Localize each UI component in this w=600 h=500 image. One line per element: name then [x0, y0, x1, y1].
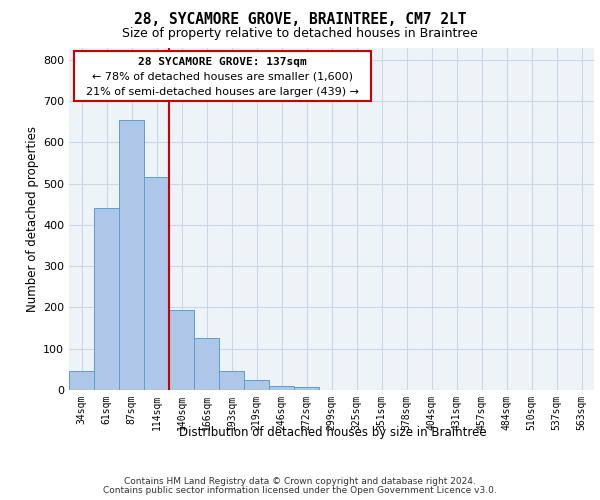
- Text: 28 SYCAMORE GROVE: 137sqm: 28 SYCAMORE GROVE: 137sqm: [138, 56, 307, 66]
- Text: Contains HM Land Registry data © Crown copyright and database right 2024.: Contains HM Land Registry data © Crown c…: [124, 477, 476, 486]
- Bar: [94, 208, 119, 390]
- Y-axis label: Number of detached properties: Number of detached properties: [26, 126, 39, 312]
- Text: 21% of semi-detached houses are larger (439) →: 21% of semi-detached houses are larger (…: [86, 87, 359, 97]
- Bar: [219, 370, 244, 390]
- Text: ← 78% of detached houses are smaller (1,600): ← 78% of detached houses are smaller (1,…: [92, 72, 353, 82]
- Bar: [194, 338, 219, 390]
- Bar: [144, 178, 169, 390]
- FancyBboxPatch shape: [74, 50, 371, 102]
- Text: Contains public sector information licensed under the Open Government Licence v3: Contains public sector information licen…: [103, 486, 497, 495]
- Text: Distribution of detached houses by size in Braintree: Distribution of detached houses by size …: [179, 426, 487, 439]
- Bar: [169, 310, 194, 390]
- Text: Size of property relative to detached houses in Braintree: Size of property relative to detached ho…: [122, 28, 478, 40]
- Bar: [294, 386, 319, 390]
- Bar: [244, 380, 269, 390]
- Bar: [269, 386, 294, 390]
- Bar: [69, 370, 94, 390]
- Text: 28, SYCAMORE GROVE, BRAINTREE, CM7 2LT: 28, SYCAMORE GROVE, BRAINTREE, CM7 2LT: [134, 12, 466, 28]
- Bar: [119, 120, 144, 390]
